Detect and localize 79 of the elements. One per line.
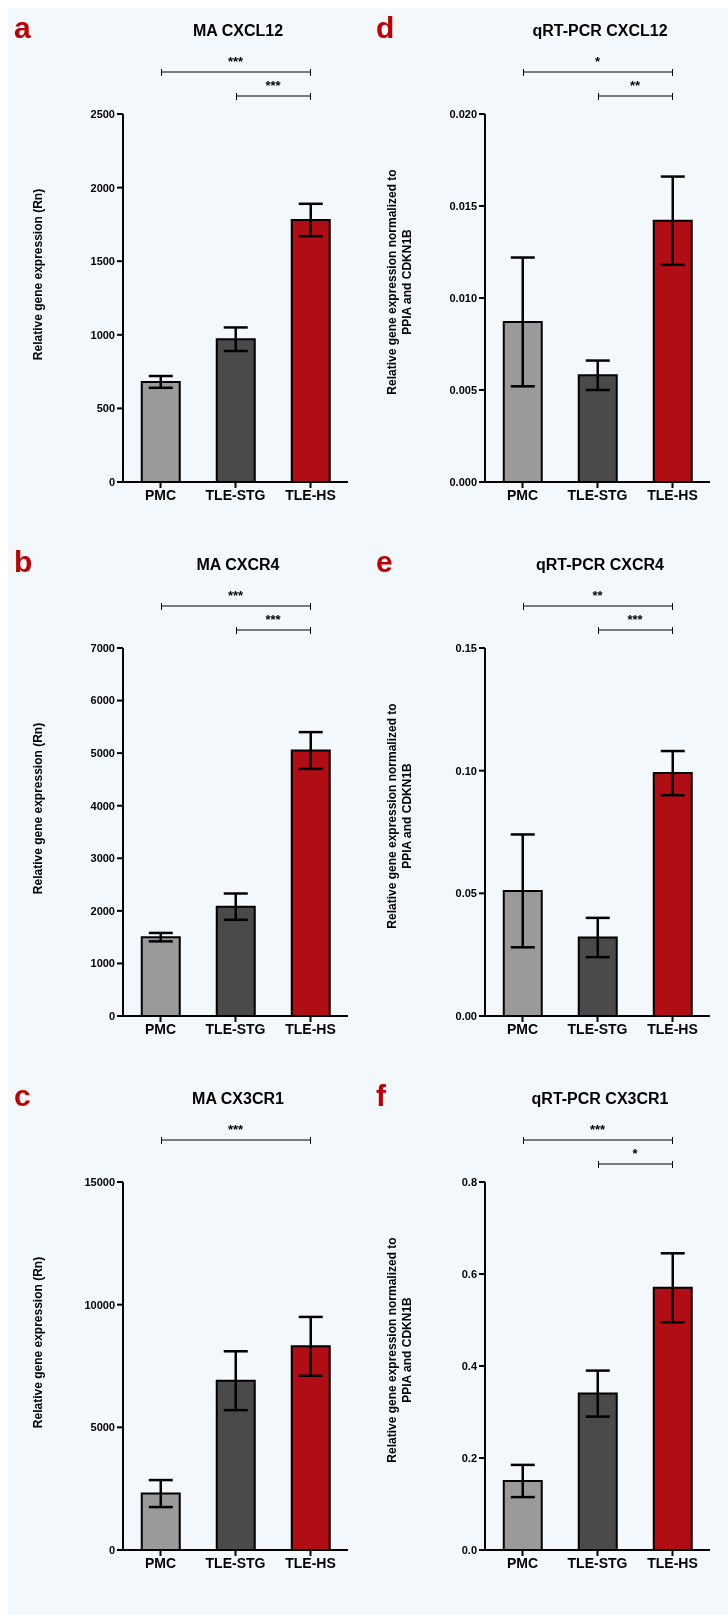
x-tick-label: TLE-STG xyxy=(567,1020,628,1037)
y-tick-label: 0.4 xyxy=(461,1359,478,1372)
x-tick-label: TLE-HS xyxy=(285,486,336,503)
x-tick-label: PMC xyxy=(506,486,539,503)
text: *** xyxy=(626,612,644,627)
x-tick-label: PMC xyxy=(506,1020,539,1037)
text: *** xyxy=(588,1122,607,1137)
y-tick-label: 0 xyxy=(108,1543,115,1556)
text: * xyxy=(631,1146,639,1161)
text: *** xyxy=(226,588,245,603)
y-tick-label: 7000 xyxy=(90,641,115,654)
y-tick-label: 0 xyxy=(108,1009,115,1022)
text: b xyxy=(14,545,33,578)
x-tick-label: PMC xyxy=(506,1554,539,1571)
text: e xyxy=(376,545,393,578)
y-axis-title: Relative gene expression (Rn) xyxy=(30,1255,46,1431)
y-tick-label: 0.020 xyxy=(449,107,477,120)
y-tick-label: 1000 xyxy=(90,957,115,970)
text: *** xyxy=(264,78,282,93)
x-tick-label: TLE-HS xyxy=(647,1554,698,1571)
x-tick-label: TLE-STG xyxy=(205,1554,266,1571)
x-tick-label: TLE-HS xyxy=(647,1020,698,1037)
x-tick-label: PMC xyxy=(144,1020,177,1037)
y-tick-label: 0.2 xyxy=(461,1451,477,1464)
y-tick-label: 2000 xyxy=(90,904,115,917)
y-tick-label: 0 xyxy=(108,475,115,488)
text: d xyxy=(376,11,395,44)
y-tick-label: 0.010 xyxy=(449,291,477,304)
text: *** xyxy=(264,612,282,627)
y-tick-label: 4000 xyxy=(90,799,115,812)
x-tick-label: TLE-HS xyxy=(285,1554,336,1571)
text: ** xyxy=(591,588,604,603)
y-tick-label: 0.6 xyxy=(461,1267,477,1280)
y-tick-label: 500 xyxy=(96,402,115,415)
x-tick-label: TLE-STG xyxy=(205,1020,266,1037)
y-tick-label: 5000 xyxy=(90,1421,115,1434)
y-tick-label: 0.005 xyxy=(449,383,477,396)
text: *** xyxy=(226,1122,245,1137)
text: a xyxy=(14,11,31,44)
y-tick-label: 6000 xyxy=(90,694,115,707)
x-tick-label: TLE-STG xyxy=(567,486,628,503)
y-tick-label: 1500 xyxy=(90,255,115,268)
y-tick-label: 0.015 xyxy=(449,199,477,212)
chart-title: MA CX3CR1 xyxy=(191,1090,285,1108)
y-tick-label: 0.15 xyxy=(455,641,477,654)
chart-title: qRT-PCR CXCR4 xyxy=(535,556,665,574)
y-axis-title: Relative gene expression normalized to PPIA and CDKN1B xyxy=(385,702,415,931)
x-tick-label: TLE-HS xyxy=(285,1020,336,1037)
y-tick-label: 10000 xyxy=(84,1298,115,1311)
x-tick-label: TLE-STG xyxy=(567,1554,628,1571)
y-tick-label: 2500 xyxy=(90,107,115,120)
y-tick-label: 2000 xyxy=(90,181,115,194)
y-tick-label: 15000 xyxy=(84,1175,115,1188)
x-tick-label: PMC xyxy=(144,486,177,503)
text: *** xyxy=(226,54,245,69)
y-axis-title: Relative gene expression normalized to PPIA and CDKN1B xyxy=(385,168,415,397)
y-axis-title: Relative gene expression (Rn) xyxy=(30,187,46,363)
chart-title: MA CXCL12 xyxy=(191,22,285,40)
y-tick-label: 0.0 xyxy=(461,1543,477,1556)
x-tick-label: TLE-STG xyxy=(205,486,266,503)
y-tick-label: 1000 xyxy=(90,328,115,341)
y-tick-label: 0.8 xyxy=(461,1175,477,1188)
text: * xyxy=(593,54,602,69)
y-axis-title: Relative gene expression (Rn) xyxy=(30,721,46,897)
text: ** xyxy=(628,78,642,93)
y-tick-label: 0.10 xyxy=(455,764,477,777)
x-tick-label: TLE-HS xyxy=(647,486,698,503)
y-tick-label: 0.00 xyxy=(455,1009,477,1022)
y-tick-label: 5000 xyxy=(90,747,115,760)
text: c xyxy=(14,1079,31,1112)
y-tick-label: 0.05 xyxy=(455,887,477,900)
chart-title: qRT-PCR CX3CR1 xyxy=(530,1090,670,1108)
chart-title: qRT-PCR CXCL12 xyxy=(531,22,669,40)
x-tick-label: PMC xyxy=(144,1554,177,1571)
chart-title: MA CXCR4 xyxy=(195,556,281,574)
y-tick-label: 3000 xyxy=(90,852,115,865)
y-axis-title: Relative gene expression normalized to PPIA and CDKN1B xyxy=(385,1236,415,1465)
y-tick-label: 0.000 xyxy=(449,475,477,488)
text: f xyxy=(376,1079,386,1112)
